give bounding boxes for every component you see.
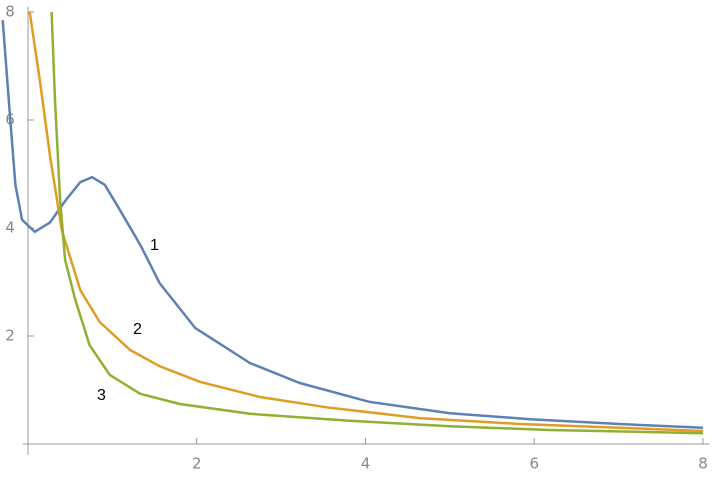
y-tick-label: 8 <box>5 3 15 21</box>
y-tick-label: 4 <box>5 219 15 237</box>
curve-label: 1 <box>150 237 159 254</box>
x-tick-label: 2 <box>192 455 202 473</box>
curve-label: 3 <box>97 387 106 404</box>
x-tick-label: 8 <box>698 455 708 473</box>
x-tick-label: 4 <box>361 455 371 473</box>
y-tick-label: 2 <box>5 327 15 345</box>
line-series <box>1 20 704 430</box>
x-tick-label: 6 <box>529 455 539 473</box>
curve-label: 2 <box>133 321 142 338</box>
line-series <box>28 11 704 433</box>
line-series <box>50 11 704 435</box>
